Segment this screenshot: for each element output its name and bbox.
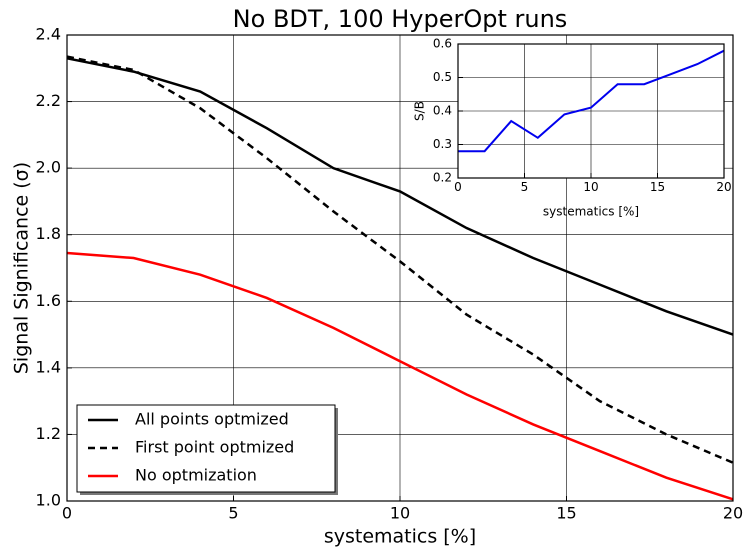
y-tick-label: 1.6	[36, 291, 61, 310]
x-tick-label: 5	[521, 180, 529, 194]
y-tick-label: 1.4	[36, 357, 61, 376]
y-tick-label: 0.3	[433, 137, 452, 151]
y-tick-label: 2.0	[36, 158, 61, 177]
series-line	[66, 57, 734, 336]
y-tick-label: 0.4	[433, 104, 452, 118]
series-line	[458, 49, 725, 153]
y-tick-label: 0.6	[433, 37, 452, 51]
plot-frame	[66, 34, 734, 502]
y-tick-label: 1.2	[36, 424, 61, 443]
legend-label: All points optmized	[135, 410, 289, 429]
x-tick-label: 10	[390, 503, 410, 522]
x-tick-label: 0	[454, 180, 462, 194]
x-tick-label: 20	[716, 180, 731, 194]
series-line	[66, 251, 734, 501]
series-line	[66, 55, 734, 464]
legend	[76, 404, 336, 493]
y-tick-label: 0.2	[433, 171, 452, 185]
x-tick-label: 20	[723, 503, 743, 522]
y-tick-label: 1.0	[36, 491, 61, 510]
chart-title: No BDT, 100 HyperOpt runs	[233, 5, 568, 33]
x-axis-label: systematics [%]	[543, 205, 639, 219]
y-tick-label: 2.2	[36, 91, 61, 110]
x-axis-label: systematics [%]	[324, 526, 476, 548]
y-axis-label: Signal Significance (σ)	[11, 162, 33, 374]
x-tick-label: 5	[228, 503, 238, 522]
y-tick-label: 1.8	[36, 224, 61, 243]
legend-label: First point optmized	[135, 438, 294, 457]
x-tick-label: 15	[650, 180, 665, 194]
x-tick-label: 10	[583, 180, 598, 194]
x-tick-label: 0	[62, 503, 72, 522]
y-tick-label: 2.4	[36, 25, 61, 44]
y-axis-label: S/B	[413, 101, 427, 121]
legend-label: No optmization	[135, 466, 257, 485]
plot-frame	[457, 43, 725, 179]
y-tick-label: 0.5	[433, 70, 452, 84]
x-tick-label: 15	[556, 503, 576, 522]
